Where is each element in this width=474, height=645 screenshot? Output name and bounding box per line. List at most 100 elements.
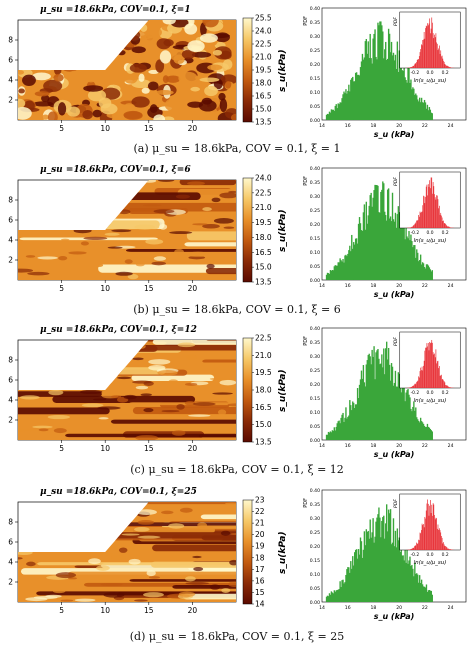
inset-bar xyxy=(442,543,444,550)
histogram-bar xyxy=(429,109,432,120)
histogram-bar xyxy=(349,245,351,280)
inset-bar xyxy=(412,386,413,388)
inset-bar xyxy=(412,226,413,228)
field-blob xyxy=(230,113,236,120)
histogram-bar xyxy=(423,267,426,280)
histogram-bar xyxy=(367,41,369,120)
histogram-bar xyxy=(358,75,361,120)
field-blob xyxy=(43,79,63,93)
histogram-bar xyxy=(332,593,335,602)
histogram-bar xyxy=(386,59,388,120)
histogram-bar xyxy=(377,349,379,440)
histogram-bar xyxy=(343,262,345,280)
histogram-bar xyxy=(343,583,345,602)
histogram-bar xyxy=(409,82,411,120)
histogram-bar xyxy=(423,586,426,602)
inset-bar xyxy=(438,205,440,228)
inset-bar xyxy=(414,546,415,550)
histogram-bar xyxy=(399,212,401,280)
histogram-bar xyxy=(421,584,424,602)
inset-bar xyxy=(431,504,433,550)
colorbar-tick-label: 18.0 xyxy=(255,233,272,242)
histogram-bar xyxy=(335,590,337,602)
histogram-bar xyxy=(373,542,375,602)
field-blob xyxy=(18,428,40,432)
hist-x-label: s_u (kPa) xyxy=(374,612,415,621)
histogram-bar xyxy=(365,529,368,602)
histogram-bar xyxy=(393,60,396,120)
field-y-tick-label: 6 xyxy=(8,56,13,65)
inset-bar xyxy=(434,519,436,550)
histogram-bar xyxy=(345,574,347,602)
histogram-bar xyxy=(356,74,359,120)
inset-bar xyxy=(447,66,449,68)
histogram-bar xyxy=(341,261,343,280)
histogram-bar xyxy=(389,52,392,120)
hist-x-tick-label: 18 xyxy=(370,443,376,449)
histogram-bar xyxy=(342,579,344,602)
inset-bar xyxy=(437,524,439,550)
inset-bar xyxy=(417,59,419,68)
colorbar-tick-label: 16.5 xyxy=(255,92,272,101)
histogram-bar xyxy=(376,517,378,602)
histogram-bar xyxy=(400,221,402,280)
histogram-bar xyxy=(387,28,390,120)
field-blob xyxy=(98,417,109,420)
panel-caption: (a) μ_su = 18.6kPa, COV = 0.1, ξ = 1 xyxy=(133,142,341,155)
histogram-bar xyxy=(387,188,390,280)
inset-bar xyxy=(443,60,444,68)
hist-x-tick-label: 24 xyxy=(448,123,454,129)
histogram-bar xyxy=(377,514,379,602)
histogram-bar xyxy=(388,218,391,280)
histogram-bar xyxy=(325,274,328,280)
histogram-bar xyxy=(380,21,382,120)
field-plot: μ_su =18.6kPa, COV=0.1, ξ=255 10 15 2086422… xyxy=(8,487,288,615)
field-y-tick-label: 2 xyxy=(8,96,13,105)
field-blob xyxy=(141,87,150,94)
histogram-bar xyxy=(394,370,397,440)
histogram-bar xyxy=(386,341,388,440)
colorbar-tick-label: 13.5 xyxy=(255,118,272,127)
histogram-bar xyxy=(325,114,328,120)
histogram-bar xyxy=(417,99,419,120)
histogram-bar xyxy=(327,273,330,280)
histogram-bar xyxy=(429,590,432,602)
field-blob xyxy=(178,591,196,597)
histogram-bar xyxy=(348,84,350,120)
field-blob xyxy=(163,39,174,47)
inset-bar xyxy=(421,370,422,388)
histogram-bar xyxy=(345,407,347,440)
histogram-bar xyxy=(352,556,354,602)
histogram-bar xyxy=(337,421,339,440)
field-x-tick-label: 5 xyxy=(59,606,64,615)
field-blob xyxy=(209,584,221,590)
histogram-bar xyxy=(422,102,425,120)
inset-bar xyxy=(423,524,424,550)
histogram-bar xyxy=(369,519,371,602)
inset-bar xyxy=(409,227,411,228)
inset-bar xyxy=(418,215,419,228)
inset-bar xyxy=(450,549,452,550)
histogram-bar xyxy=(414,245,416,280)
histogram-bar xyxy=(394,54,397,120)
histogram-bar xyxy=(414,94,416,120)
hist-x-tick-label: 20 xyxy=(396,443,402,449)
histogram-bar xyxy=(396,386,399,440)
field-blob xyxy=(47,415,70,420)
histogram-bar xyxy=(386,189,389,280)
field-blob xyxy=(136,509,157,515)
colorbar-tick-label: 18.0 xyxy=(255,386,272,395)
inset-x-label: ln(s_u/μ_su) xyxy=(414,238,447,244)
field-blob xyxy=(27,271,50,276)
histogram-bar xyxy=(348,567,350,602)
hist-y-tick-label: 0.35 xyxy=(310,180,320,186)
histogram-bar xyxy=(362,549,365,602)
field-blob xyxy=(147,81,159,91)
inset-bar xyxy=(425,347,426,388)
histogram-bar xyxy=(367,215,369,280)
histogram-bar xyxy=(403,560,405,602)
field-blob xyxy=(219,379,236,386)
hist-x-tick-label: 22 xyxy=(422,443,428,449)
histogram-bar xyxy=(363,531,366,602)
